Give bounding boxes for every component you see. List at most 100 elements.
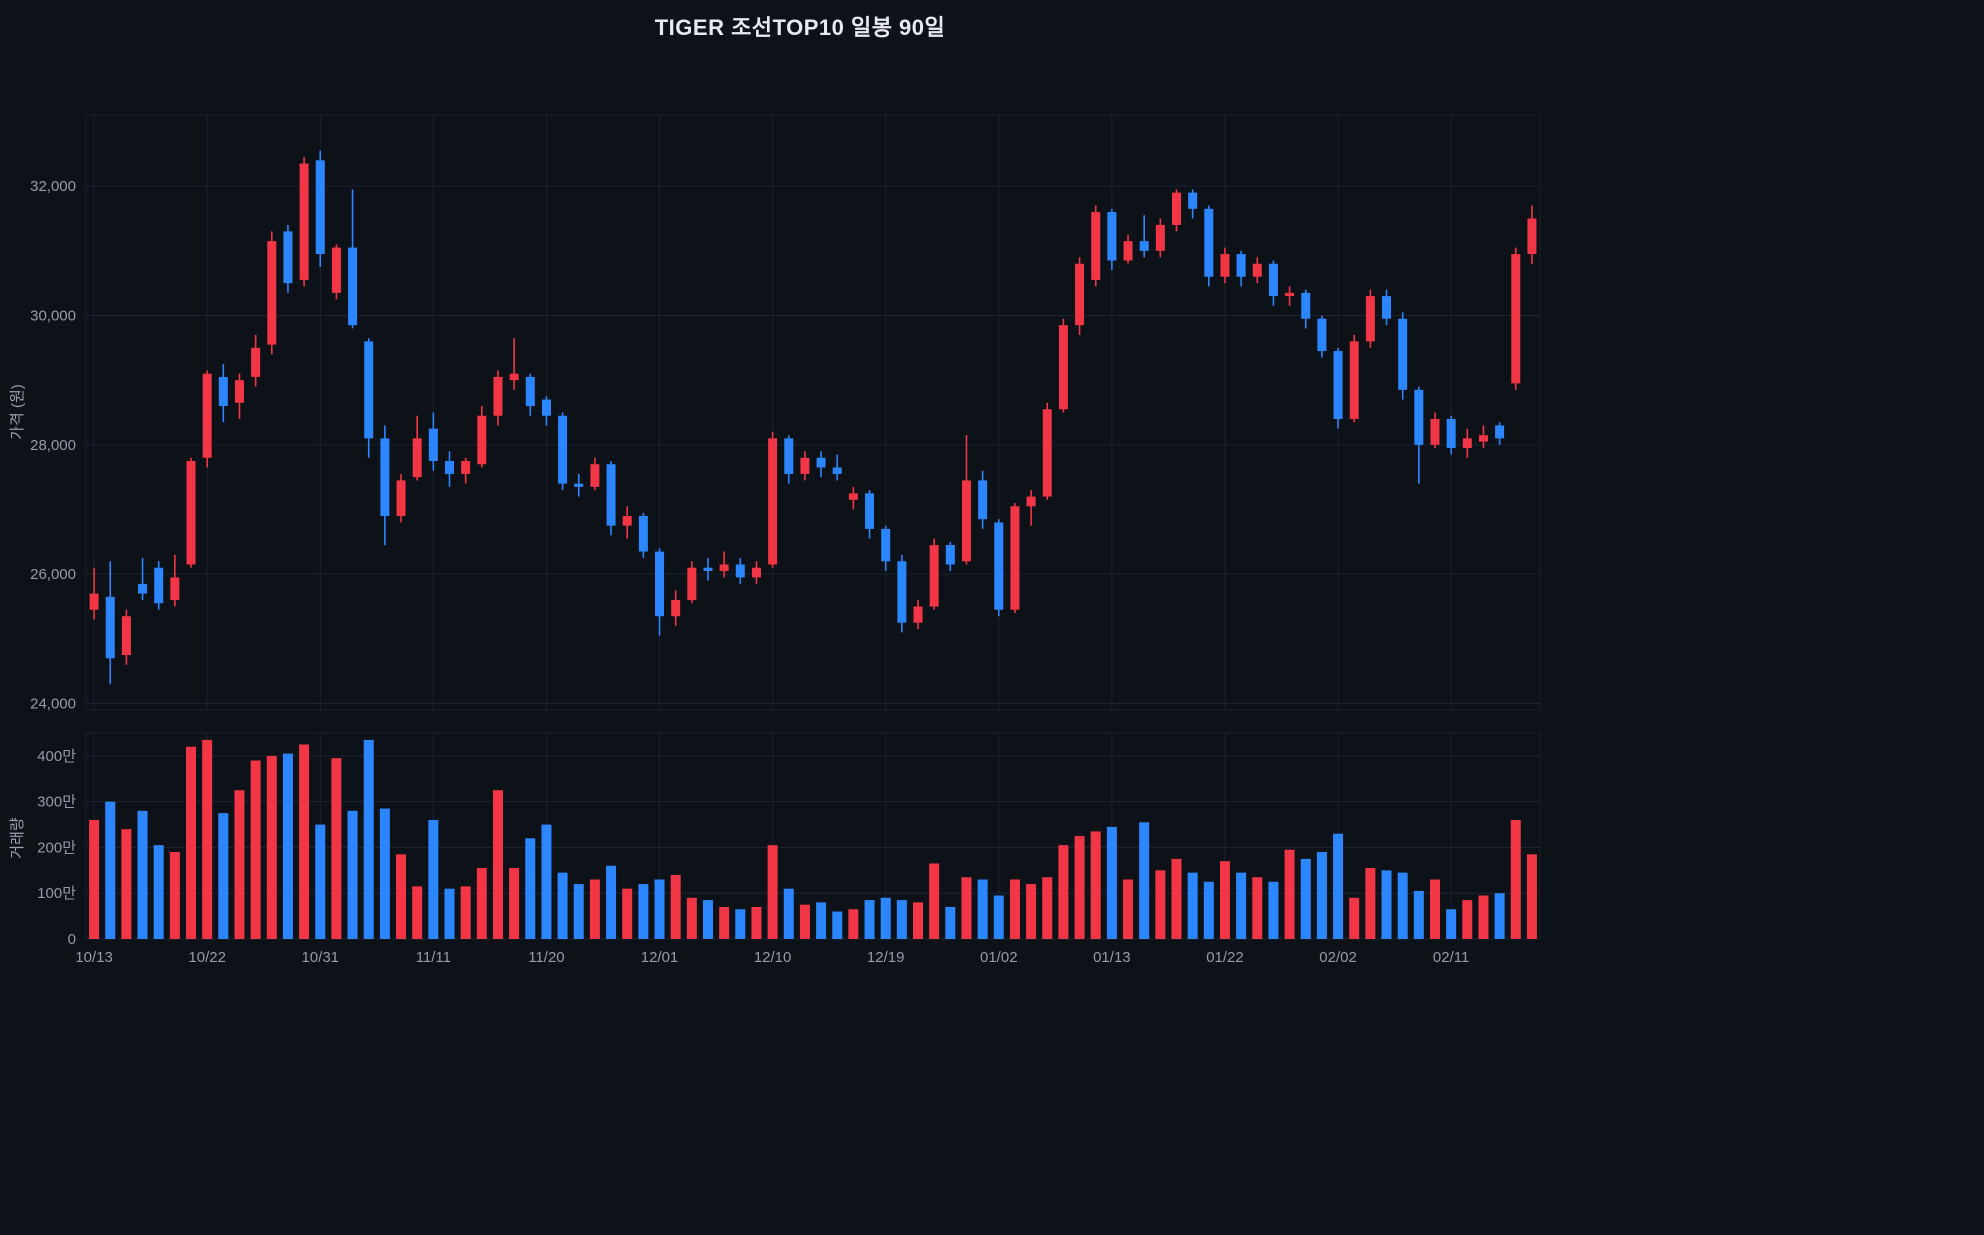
candle-body-up (1026, 496, 1036, 507)
candle-body-down (105, 596, 115, 659)
candle-body-up (719, 564, 729, 571)
candle-body-down (881, 528, 891, 562)
volume-bar-down (1203, 881, 1214, 939)
candle-body-down (897, 561, 907, 623)
volume-bar-down (977, 879, 988, 939)
date-tick-label: 01/22 (1206, 949, 1244, 966)
candle-body-up (1155, 224, 1165, 251)
candle-body-up (1058, 325, 1068, 410)
candle-body-up (1252, 263, 1262, 277)
volume-bar-down (525, 838, 536, 939)
candle-body-up (1075, 263, 1085, 326)
volume-bar-down (573, 884, 584, 939)
volume-bar-up (492, 790, 503, 939)
volume-bar-down (1333, 833, 1344, 939)
candle-body-up (412, 438, 422, 478)
candle-body-up (1042, 409, 1052, 497)
volume-bar-up (186, 746, 197, 939)
date-tick-label: 11/20 (528, 949, 564, 966)
price-panel (89, 150, 1537, 685)
candle-body-down (154, 567, 164, 604)
volume-bar-up (121, 829, 132, 939)
volume-bar-down (606, 865, 617, 939)
candle-body-up (396, 480, 406, 516)
candle-body-up (929, 545, 939, 607)
volume-bar-up (460, 886, 471, 939)
candle-body-up (461, 461, 471, 474)
candle-body-up (1511, 254, 1521, 384)
candle-body-down (655, 551, 665, 617)
candle-body-up (121, 616, 131, 656)
volume-bar-up (751, 906, 762, 939)
date-tick-label: 12/10 (754, 949, 792, 966)
candle-body-down (1236, 254, 1246, 277)
volume-bar-down (1413, 890, 1424, 939)
candle-body-down (1204, 208, 1214, 277)
candle-body-up (687, 567, 697, 601)
candle-body-up (1220, 254, 1230, 277)
volume-bar-up (1009, 879, 1020, 939)
volume-bar-down (832, 911, 843, 939)
candle-body-up (768, 438, 778, 565)
volume-tick-label: 100만 (37, 885, 76, 902)
price-tick-label: 26,000 (30, 566, 76, 583)
volume-bar-up (1429, 879, 1440, 939)
volume-bar-down (896, 900, 907, 939)
candle-body-down (1317, 318, 1327, 352)
volume-bar-up (1171, 858, 1182, 939)
volume-bar-up (719, 906, 730, 939)
volume-bar-up (848, 909, 859, 939)
candle-body-up (251, 347, 261, 377)
volume-bar-up (913, 902, 924, 939)
date-tick-label: 02/02 (1319, 949, 1357, 966)
candle-body-down (945, 545, 955, 565)
volume-bar-up (476, 868, 487, 939)
volume-bar-up (1123, 879, 1134, 939)
axis-tick-labels: 24,000 26,000 28,000 30,000 32,000 0 100만 200만 3… (30, 178, 1469, 966)
price-tick-label: 24,000 (30, 696, 76, 713)
date-tick-label: 12/19 (867, 949, 905, 966)
candle-body-up (1478, 435, 1488, 442)
candle-body-down (1301, 292, 1311, 319)
volume-bar-up (589, 879, 600, 939)
volume-bar-down (153, 845, 164, 939)
candle-body-up (913, 606, 923, 623)
volume-bar-down (638, 884, 649, 939)
candle-body-down (816, 457, 826, 468)
candle-body-down (315, 160, 325, 255)
candle-body-down (832, 467, 842, 474)
volume-tick-label: 400만 (37, 748, 76, 765)
candle-body-up (751, 567, 761, 578)
volume-bar-up (250, 760, 261, 939)
candle-body-up (493, 376, 503, 416)
price-tick-label: 32,000 (30, 178, 76, 195)
candle-body-down (558, 415, 568, 484)
volume-bar-down (1397, 872, 1408, 939)
volume-bar-down (444, 888, 455, 939)
candle-body-up (1462, 438, 1472, 449)
volume-bar-up (1042, 877, 1053, 939)
volume-bar-down (702, 900, 713, 939)
volume-bar-up (1219, 861, 1230, 939)
volume-bar-down (993, 895, 1004, 939)
candle-body-down (364, 341, 374, 439)
volume-bar-down (282, 753, 293, 939)
candle-body-down (574, 483, 584, 487)
candle-body-up (186, 461, 196, 565)
volume-bar-up (412, 886, 423, 939)
volume-bar-down (945, 906, 956, 939)
volume-bar-down (1381, 870, 1392, 939)
candle-body-down (138, 583, 148, 594)
volume-bar-up (767, 845, 778, 939)
candle-body-down (1139, 241, 1149, 251)
volume-bar-down (816, 902, 827, 939)
volume-bar-down (1187, 872, 1198, 939)
candle-body-up (671, 600, 681, 617)
date-tick-label: 01/13 (1093, 949, 1131, 966)
volume-bar-up (686, 897, 697, 939)
candle-body-up (331, 247, 341, 293)
candle-body-down (1188, 192, 1198, 209)
candle-body-up (509, 373, 519, 381)
volume-bar-up (202, 739, 213, 939)
candle-body-down (1398, 318, 1408, 390)
